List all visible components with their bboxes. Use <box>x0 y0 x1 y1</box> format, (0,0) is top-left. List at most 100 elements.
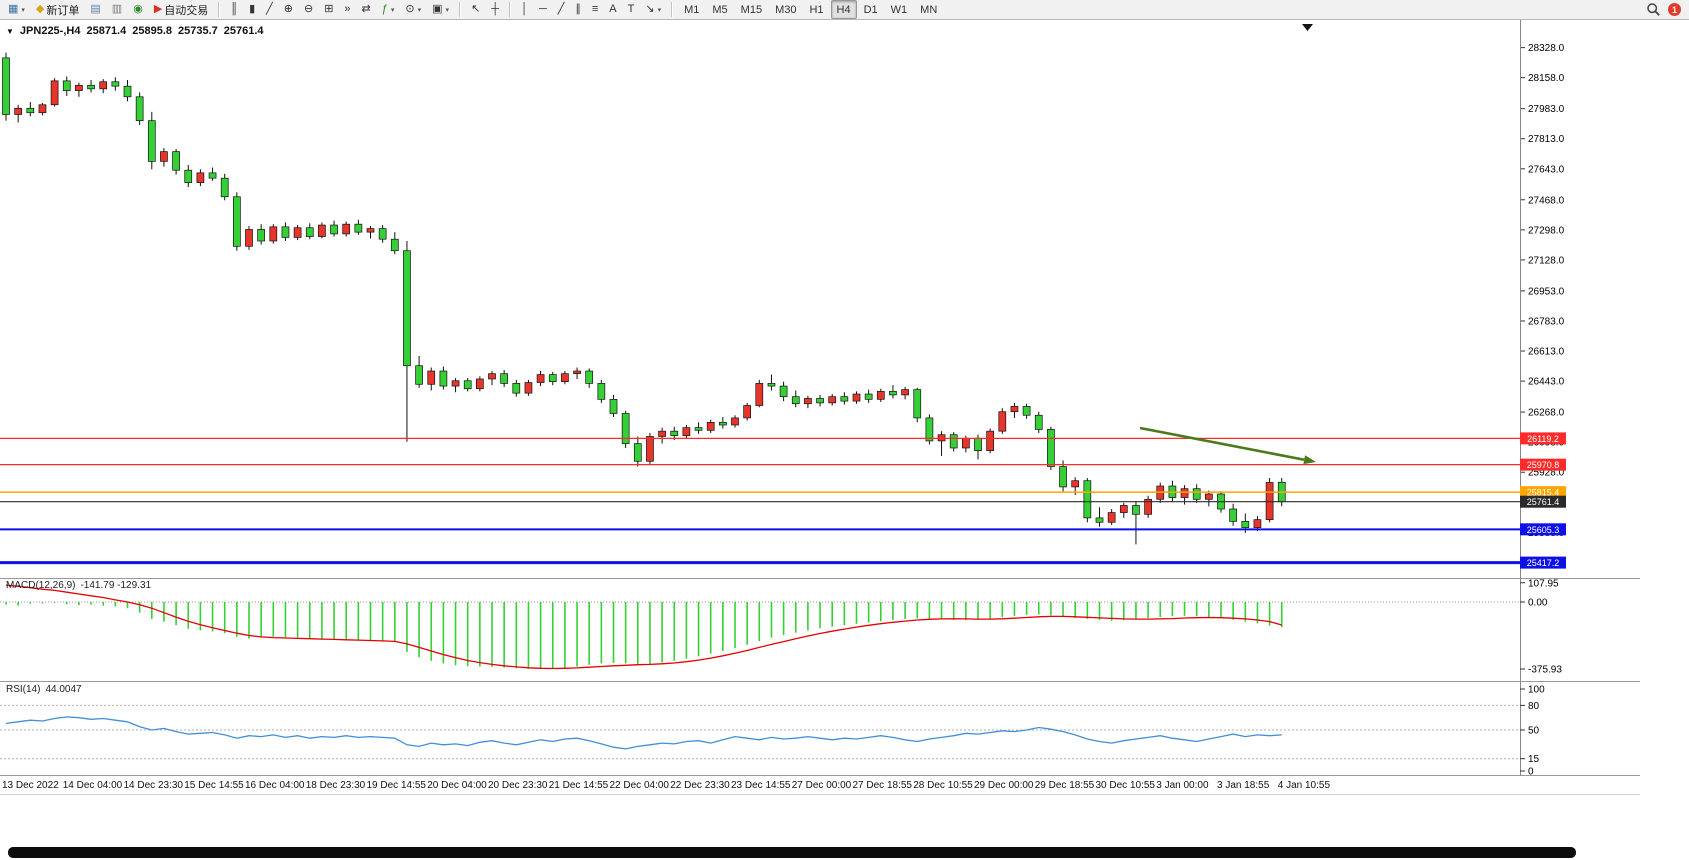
rsi-value: 44.0047 <box>45 684 82 695</box>
text-icon: A <box>609 3 617 15</box>
svg-text:18 Dec 23:30: 18 Dec 23:30 <box>306 780 366 791</box>
svg-text:26953.0: 26953.0 <box>1528 286 1565 297</box>
one-click-trading-icon[interactable]: ▼ <box>6 26 14 36</box>
timeframe-m15-button[interactable]: M15 <box>740 3 763 16</box>
svg-text:-375.93: -375.93 <box>1528 664 1562 675</box>
svg-text:26613.0: 26613.0 <box>1528 347 1565 358</box>
market-watch-button[interactable]: ▤ <box>85 0 105 19</box>
timeframe-d1-button[interactable]: D1 <box>863 3 878 16</box>
svg-text:19 Dec 14:55: 19 Dec 14:55 <box>367 780 427 791</box>
search-icon[interactable] <box>1646 2 1661 17</box>
candles-chart-icon: ▮ <box>249 3 256 15</box>
svg-text:22 Dec 04:00: 22 Dec 04:00 <box>610 780 670 791</box>
periods-button[interactable]: ⊙ ▾ <box>400 0 426 19</box>
toolbar-separator <box>218 2 221 17</box>
cursor-icon: ↖ <box>471 3 481 15</box>
chart-close-value: 25761.4 <box>223 25 264 37</box>
cursor-button[interactable]: ↖ <box>466 0 485 19</box>
fibonacci-button[interactable]: ≡ <box>587 0 603 19</box>
bars-chart-button[interactable]: ║ <box>225 0 243 19</box>
navigator-button[interactable]: ◉ <box>128 0 148 19</box>
autotrading-icon: ▶ <box>153 3 163 15</box>
templates-button[interactable]: ▣ ▾ <box>427 0 454 19</box>
svg-text:26268.0: 26268.0 <box>1528 408 1565 419</box>
chart-low-value: 25735.7 <box>178 25 218 37</box>
svg-text:25761.4: 25761.4 <box>1527 497 1560 507</box>
chart-high-value: 25895.8 <box>132 25 172 37</box>
tile-windows-button[interactable]: ⊞ <box>319 0 338 19</box>
chart-shift-button[interactable]: ⇄ <box>357 0 376 19</box>
notification-badge[interactable]: 1 <box>1668 3 1681 16</box>
line-chart-button[interactable]: ╱ <box>261 0 278 19</box>
button-label: 新订单 <box>46 4 80 17</box>
timeframe-m30-button[interactable]: M30 <box>775 3 797 16</box>
data-window-button[interactable]: ▥ <box>107 0 127 19</box>
new-chart-icon: ▦ <box>8 3 19 15</box>
tile-windows-icon: ⊞ <box>324 3 334 15</box>
macd-panel-canvas[interactable]: 107.95 0.00 -375.93 <box>0 578 1689 682</box>
label-button[interactable]: T <box>623 0 640 19</box>
svg-text:26119.2: 26119.2 <box>1527 434 1559 444</box>
timeframe-h1-button[interactable]: H1 <box>809 3 824 16</box>
vertical-line-button[interactable]: │ <box>516 0 533 19</box>
trendline-button[interactable]: ╱ <box>553 0 570 19</box>
arrows-button[interactable]: ↘ ▾ <box>640 0 666 19</box>
toolbar: ▦ ▾ ◆ 新订单 ▤ ▥ ◉ ▶ 自动交易 ║ ▮ ╱ ⊕ ⊖ ⊞» ⇄ ƒ ▾ ⊙ ▾ ▣ ▾ ↖ ┼ │ ─ ╱ ∥ ≡ A T ↘ ▾ M… <box>0 0 1689 20</box>
svg-text:13 Dec 2022: 13 Dec 2022 <box>2 780 59 791</box>
timeframe-w1-button[interactable]: W1 <box>890 3 908 16</box>
crosshair-button[interactable]: ┼ <box>486 0 504 19</box>
horizontal-scrollbar[interactable] <box>8 847 1576 858</box>
timeframe-m5-button[interactable]: M5 <box>712 3 728 16</box>
timeframe-m1-button[interactable]: M1 <box>684 3 700 16</box>
auto-scroll-icon: » <box>344 3 351 15</box>
templates-icon: ▣ <box>432 3 443 15</box>
channel-button[interactable]: ∥ <box>570 0 586 19</box>
svg-text:27298.0: 27298.0 <box>1528 225 1565 236</box>
chart-title: ▼ JPN225-,H4 25871.4 25895.8 25735.7 257… <box>6 25 264 37</box>
svg-text:14 Dec 23:30: 14 Dec 23:30 <box>124 780 184 791</box>
zoom-in-button[interactable]: ⊕ <box>279 0 298 19</box>
rsi-panel-canvas[interactable]: 100 80 50 15 0 <box>0 682 1689 776</box>
indicators-button[interactable]: ƒ ▾ <box>377 0 400 19</box>
zoom-out-icon: ⊖ <box>303 3 314 15</box>
zoom-out-button[interactable]: ⊖ <box>299 0 318 19</box>
svg-text:20 Dec 23:30: 20 Dec 23:30 <box>488 780 548 791</box>
svg-text:25928.0: 25928.0 <box>1528 468 1565 479</box>
candles-chart-button[interactable]: ▮ <box>244 0 260 19</box>
autotrading-button[interactable]: ▶ 自动交易 <box>149 0 213 19</box>
periods-icon: ⊙ <box>405 3 415 15</box>
svg-text:27813.0: 27813.0 <box>1528 134 1565 145</box>
svg-text:26783.0: 26783.0 <box>1528 316 1565 327</box>
svg-text:3 Jan 00:00: 3 Jan 00:00 <box>1156 780 1209 791</box>
text-button[interactable]: A <box>604 0 621 19</box>
line-chart-icon: ╱ <box>266 3 273 15</box>
svg-text:25970.8: 25970.8 <box>1527 460 1560 470</box>
scroll-to-end-marker <box>1302 24 1313 31</box>
macd-values: -141.79 -129.31 <box>80 580 152 591</box>
svg-text:25417.2: 25417.2 <box>1527 558 1560 568</box>
timeframe-h4-button[interactable]: H4 <box>830 0 857 19</box>
chevron-down-icon: ▾ <box>445 6 450 14</box>
timeframe-mn-button[interactable]: MN <box>920 3 938 16</box>
price-chart-canvas[interactable]: 28328.0 28158.0 27983.0 27813.0 27643.0 27468… <box>0 20 1689 578</box>
rsi-label: RSI(14) 44.0047 <box>6 684 82 695</box>
svg-text:28 Dec 10:55: 28 Dec 10:55 <box>913 780 973 791</box>
chevron-down-icon: ▾ <box>390 6 395 14</box>
svg-text:21 Dec 14:55: 21 Dec 14:55 <box>549 780 609 791</box>
arrows-icon: ↘ <box>645 3 655 15</box>
toolbar-buttons: ▦ ▾ ◆ 新订单 ▤ ▥ ◉ ▶ 自动交易 ║ ▮ ╱ ⊕ ⊖ ⊞» ⇄ ƒ ▾ ⊙ ▾ ▣ ▾ ↖ ┼ │ ─ ╱ ∥ ≡ A T ↘ ▾ M… <box>3 0 943 20</box>
svg-text:4 Jan 10:55: 4 Jan 10:55 <box>1278 780 1331 791</box>
svg-text:100: 100 <box>1528 685 1545 696</box>
new-chart-button[interactable]: ▦ ▾ <box>3 0 30 19</box>
toolbar-separator <box>671 2 674 17</box>
svg-text:0.00: 0.00 <box>1528 598 1548 609</box>
vertical-line-icon: │ <box>521 3 528 15</box>
svg-text:28328.0: 28328.0 <box>1528 43 1565 54</box>
svg-text:15: 15 <box>1528 754 1540 765</box>
new-order-button[interactable]: ◆ 新订单 <box>31 0 84 19</box>
chart-symbol-period: JPN225-,H4 <box>19 25 81 37</box>
auto-scroll-button[interactable]: » <box>339 0 355 19</box>
horizontal-line-button[interactable]: ─ <box>534 0 552 19</box>
toolbar-separator <box>509 2 512 17</box>
